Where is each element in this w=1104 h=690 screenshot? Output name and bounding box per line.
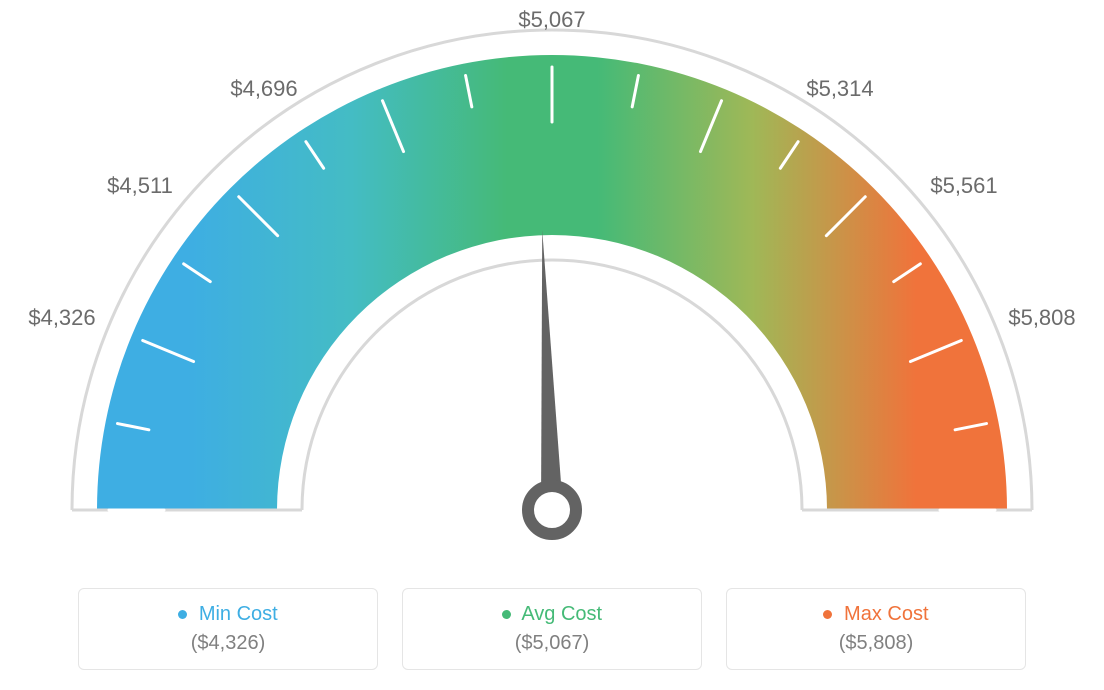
gauge-tick-label: $5,067	[518, 7, 585, 33]
legend-row: Min Cost ($4,326) Avg Cost ($5,067) Max …	[0, 588, 1104, 670]
legend-value-max: ($5,808)	[745, 632, 1007, 655]
legend-value-min: ($4,326)	[97, 632, 359, 655]
legend-value-avg: ($5,067)	[421, 632, 683, 655]
gauge-tick-label: $5,561	[930, 173, 997, 199]
legend-label-min: Min Cost	[199, 603, 278, 625]
gauge-tick-label: $4,696	[230, 76, 297, 102]
dot-max	[823, 610, 832, 619]
gauge-area: $4,326 $4,511 $4,696 $5,067 $5,314 $5,561 $5,8…	[0, 0, 1104, 560]
legend-card-avg: Avg Cost ($5,067)	[402, 588, 702, 670]
gauge-needle	[541, 230, 563, 510]
dot-min	[178, 610, 187, 619]
legend-title-avg: Avg Cost	[421, 603, 683, 626]
gauge-tick-label: $5,808	[1008, 305, 1075, 331]
legend-card-max: Max Cost ($5,808)	[726, 588, 1026, 670]
gauge-tick-label: $4,326	[28, 305, 95, 331]
gauge-chart-container: $4,326 $4,511 $4,696 $5,067 $5,314 $5,561 $5,8…	[0, 0, 1104, 690]
legend-card-min: Min Cost ($4,326)	[78, 588, 378, 670]
legend-title-min: Min Cost	[97, 603, 359, 626]
legend-label-avg: Avg Cost	[521, 603, 602, 625]
gauge-hub	[528, 486, 576, 534]
legend-title-max: Max Cost	[745, 603, 1007, 626]
gauge-svg	[0, 0, 1104, 560]
legend-label-max: Max Cost	[844, 603, 928, 625]
dot-avg	[502, 610, 511, 619]
gauge-tick-label: $4,511	[107, 173, 173, 199]
gauge-tick-label: $5,314	[806, 76, 873, 102]
